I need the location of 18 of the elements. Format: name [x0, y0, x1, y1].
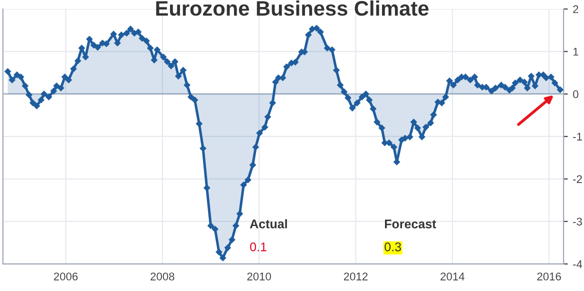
- y-tick-label: -2: [573, 175, 582, 183]
- x-tick-label: 2010: [247, 272, 271, 280]
- x-tick-label: 2006: [54, 272, 78, 280]
- y-tick-label: 1: [573, 48, 578, 56]
- x-tick-label: 2008: [150, 272, 174, 280]
- y-tick-label: -1: [573, 132, 582, 141]
- annotation: Actual: [250, 219, 287, 228]
- chart-title: Eurozone Business Climate: [156, 0, 428, 16]
- x-tick-label: 2016: [537, 272, 561, 280]
- y-tick-label: -3: [573, 218, 582, 226]
- y-tick-label: 2: [573, 5, 578, 14]
- y-tick-label: -4: [573, 260, 582, 268]
- x-tick-label: 2012: [344, 272, 368, 280]
- annotation: Forecast: [384, 220, 436, 228]
- y-tick-label: 0: [573, 90, 578, 98]
- annotation: 0.1: [250, 242, 266, 252]
- annotation: 0.3: [384, 242, 401, 252]
- x-tick-label: 2014: [440, 272, 464, 280]
